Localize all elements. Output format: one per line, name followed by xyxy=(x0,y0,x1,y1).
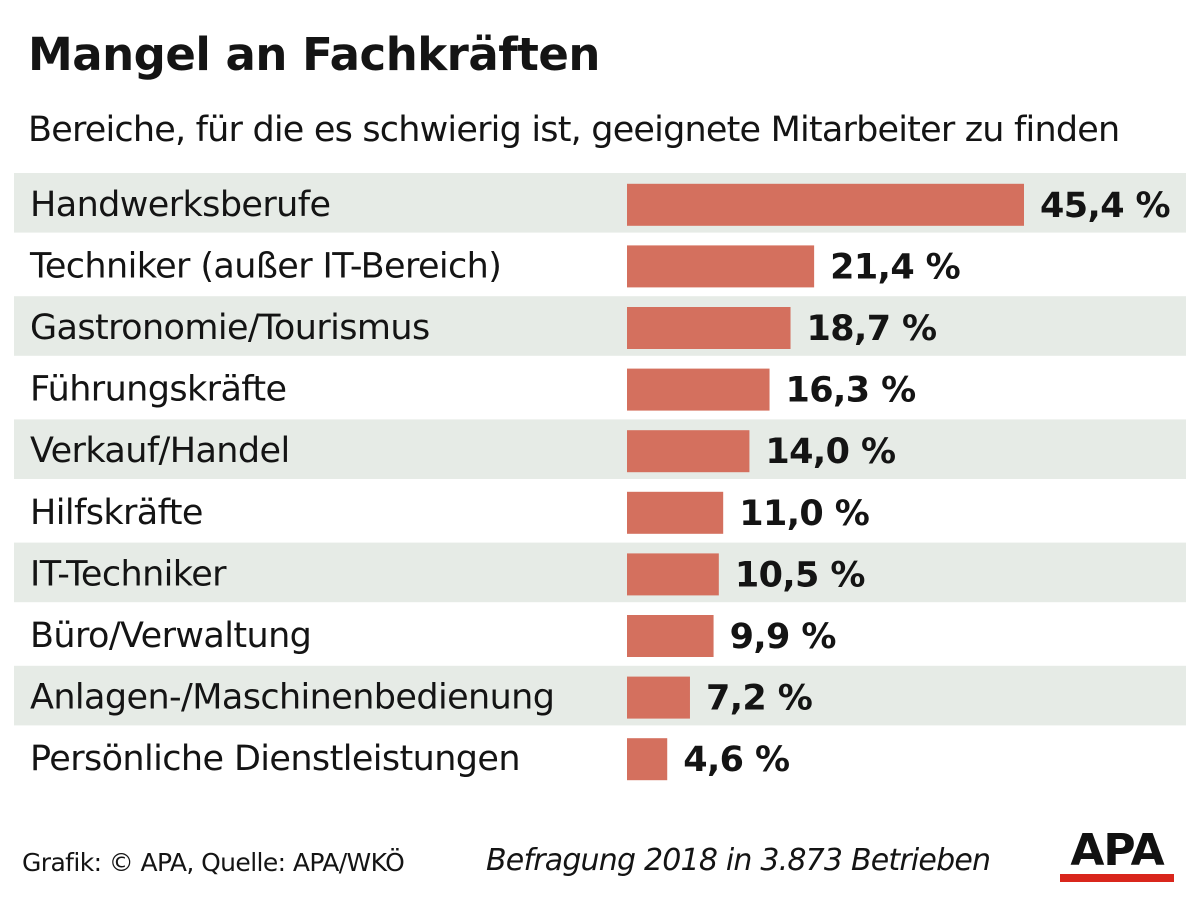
bar-verkauf-handel xyxy=(627,430,750,473)
chart-title: Mangel an Fachkräften xyxy=(28,28,600,81)
value-label-hilfskraefte: 11,0 % xyxy=(739,494,869,534)
category-label-techniker-ausser-it-bereich: Techniker (außer IT-Bereich) xyxy=(29,246,501,286)
category-label-verkauf-handel: Verkauf/Handel xyxy=(30,431,290,471)
value-label-handwerksberufe: 45,4 % xyxy=(1040,186,1170,226)
category-label-gastronomie-tourismus: Gastronomie/Tourismus xyxy=(30,308,430,348)
value-label-buero-verwaltung: 9,9 % xyxy=(730,617,836,657)
chart-subtitle: Bereiche, für die es schwierig ist, geei… xyxy=(28,110,1120,150)
row-shading-verkauf-handel xyxy=(14,419,1186,479)
bar-gastronomie-tourismus xyxy=(627,307,791,349)
value-label-it-techniker: 10,5 % xyxy=(735,555,865,595)
bar-buero-verwaltung xyxy=(627,615,714,657)
row-shading-gastronomie-tourismus xyxy=(14,296,1186,356)
apa-logo: APA xyxy=(1058,828,1176,884)
category-label-anlagen-maschinenbedienung: Anlagen-/Maschinenbedienung xyxy=(30,678,554,718)
bar-persoenliche-dienstleistungen xyxy=(627,738,668,781)
source-credit: Grafik: © APA, Quelle: APA/WKÖ xyxy=(22,848,405,877)
category-label-buero-verwaltung: Büro/Verwaltung xyxy=(30,616,311,656)
category-label-persoenliche-dienstleistungen: Persönliche Dienstleistungen xyxy=(30,739,520,779)
bar-it-techniker xyxy=(627,553,719,596)
value-label-persoenliche-dienstleistungen: 4,6 % xyxy=(683,740,789,780)
bar-techniker-ausser-it-bereich xyxy=(627,245,815,288)
row-shading-it-techniker xyxy=(14,542,1186,603)
value-label-techniker-ausser-it-bereich: 21,4 % xyxy=(830,247,960,287)
category-label-fuehrungskraefte: Führungskräfte xyxy=(30,370,286,410)
value-label-gastronomie-tourismus: 18,7 % xyxy=(807,309,937,349)
value-label-anlagen-maschinenbedienung: 7,2 % xyxy=(706,679,812,719)
apa-logo-text: APA xyxy=(1070,825,1164,876)
row-shading-anlagen-maschinenbedienung xyxy=(14,665,1186,726)
apa-logo-bar xyxy=(1060,874,1174,882)
bar-anlagen-maschinenbedienung xyxy=(627,676,690,719)
bar-fuehrungskraefte xyxy=(627,368,770,411)
category-label-it-techniker: IT-Techniker xyxy=(30,554,227,594)
category-label-hilfskraefte: Hilfskräfte xyxy=(30,493,203,533)
bar-hilfskraefte xyxy=(627,491,724,534)
category-label-handwerksberufe: Handwerksberufe xyxy=(30,185,330,225)
survey-note: Befragung 2018 in 3.873 Betrieben xyxy=(486,843,991,878)
bar-handwerksberufe xyxy=(627,183,1024,226)
value-label-verkauf-handel: 14,0 % xyxy=(765,432,895,472)
value-label-fuehrungskraefte: 16,3 % xyxy=(786,371,916,411)
